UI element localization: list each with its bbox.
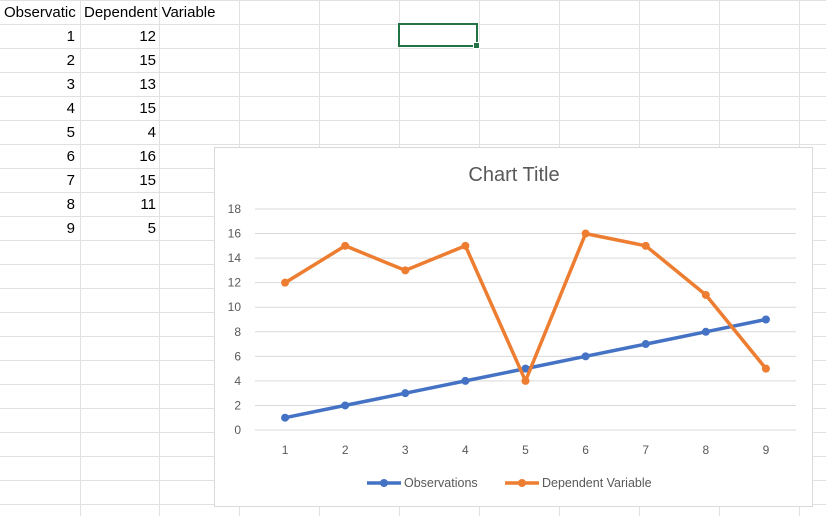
x-tick-label: 7 <box>642 443 649 457</box>
x-tick-label: 5 <box>522 443 529 457</box>
x-tick-label: 4 <box>462 443 469 457</box>
y-tick-label: 4 <box>234 374 241 388</box>
x-tick-label: 1 <box>282 443 289 457</box>
x-tick-label: 3 <box>402 443 409 457</box>
y-tick-label: 16 <box>228 227 242 241</box>
data-point[interactable] <box>461 376 470 385</box>
legend-marker <box>380 479 388 487</box>
cell-observation[interactable]: 2 <box>66 52 75 69</box>
data-point[interactable] <box>521 364 530 373</box>
data-point[interactable] <box>581 229 590 238</box>
data-point[interactable] <box>401 389 410 398</box>
data-point[interactable] <box>761 315 770 324</box>
cell-dependent-variable[interactable]: 15 <box>139 172 156 189</box>
header-cell-dependent-variable[interactable]: Dependent Variable <box>84 4 216 21</box>
legend-label[interactable]: Observations <box>404 476 478 490</box>
legend-label[interactable]: Dependent Variable <box>542 476 652 490</box>
data-point[interactable] <box>641 241 650 250</box>
y-tick-label: 12 <box>228 276 242 290</box>
header-cell-observations[interactable]: Observatic <box>4 4 76 21</box>
chart-title[interactable]: Chart Title <box>468 164 559 186</box>
selected-cell[interactable] <box>398 23 480 49</box>
cell-dependent-variable[interactable]: 12 <box>139 28 156 45</box>
y-tick-label: 18 <box>228 202 242 216</box>
y-tick-label: 6 <box>234 349 241 363</box>
data-point[interactable] <box>401 266 410 275</box>
x-tick-label: 8 <box>702 443 709 457</box>
cell-observation[interactable]: 4 <box>66 100 75 117</box>
x-tick-label: 2 <box>342 443 349 457</box>
fill-handle[interactable] <box>473 42 480 49</box>
cell-dependent-variable[interactable]: 15 <box>139 52 156 69</box>
data-point[interactable] <box>581 352 590 361</box>
x-tick-label: 6 <box>582 443 589 457</box>
y-tick-label: 8 <box>234 325 241 339</box>
data-point[interactable] <box>701 327 710 336</box>
data-point[interactable] <box>701 290 710 299</box>
cell-dependent-variable[interactable]: 15 <box>139 100 156 117</box>
cell-observation[interactable]: 9 <box>66 220 75 237</box>
y-tick-label: 10 <box>228 300 242 314</box>
cell-observation[interactable]: 6 <box>66 148 75 165</box>
data-point[interactable] <box>521 376 530 385</box>
cell-dependent-variable[interactable]: 13 <box>139 76 156 93</box>
data-point[interactable] <box>761 364 770 373</box>
cell-dependent-variable[interactable]: 11 <box>140 196 156 213</box>
legend-marker <box>518 479 526 487</box>
data-point[interactable] <box>461 241 470 250</box>
cell-observation[interactable]: 7 <box>66 172 75 189</box>
cell-observation[interactable]: 1 <box>66 28 75 45</box>
cell-observation[interactable]: 8 <box>66 196 75 213</box>
cell-dependent-variable[interactable]: 16 <box>139 148 156 165</box>
data-point[interactable] <box>341 401 350 410</box>
cell-observation[interactable]: 5 <box>66 124 75 141</box>
line-chart[interactable]: Chart Title 0 2 4 6 8 10 12 14 16 18 1 2 3 4 5 6 7 8 9 Obser… <box>214 147 813 507</box>
data-point[interactable] <box>281 278 290 287</box>
y-tick-label: 2 <box>234 398 241 412</box>
x-tick-label: 9 <box>763 443 770 457</box>
data-point[interactable] <box>281 413 290 422</box>
cell-dependent-variable[interactable]: 4 <box>147 124 156 141</box>
cell-observation[interactable]: 3 <box>66 76 75 93</box>
cell-dependent-variable[interactable]: 5 <box>147 220 156 237</box>
y-tick-label: 14 <box>228 251 242 265</box>
data-point[interactable] <box>641 340 650 349</box>
y-tick-label: 0 <box>234 423 241 437</box>
data-point[interactable] <box>341 241 350 250</box>
